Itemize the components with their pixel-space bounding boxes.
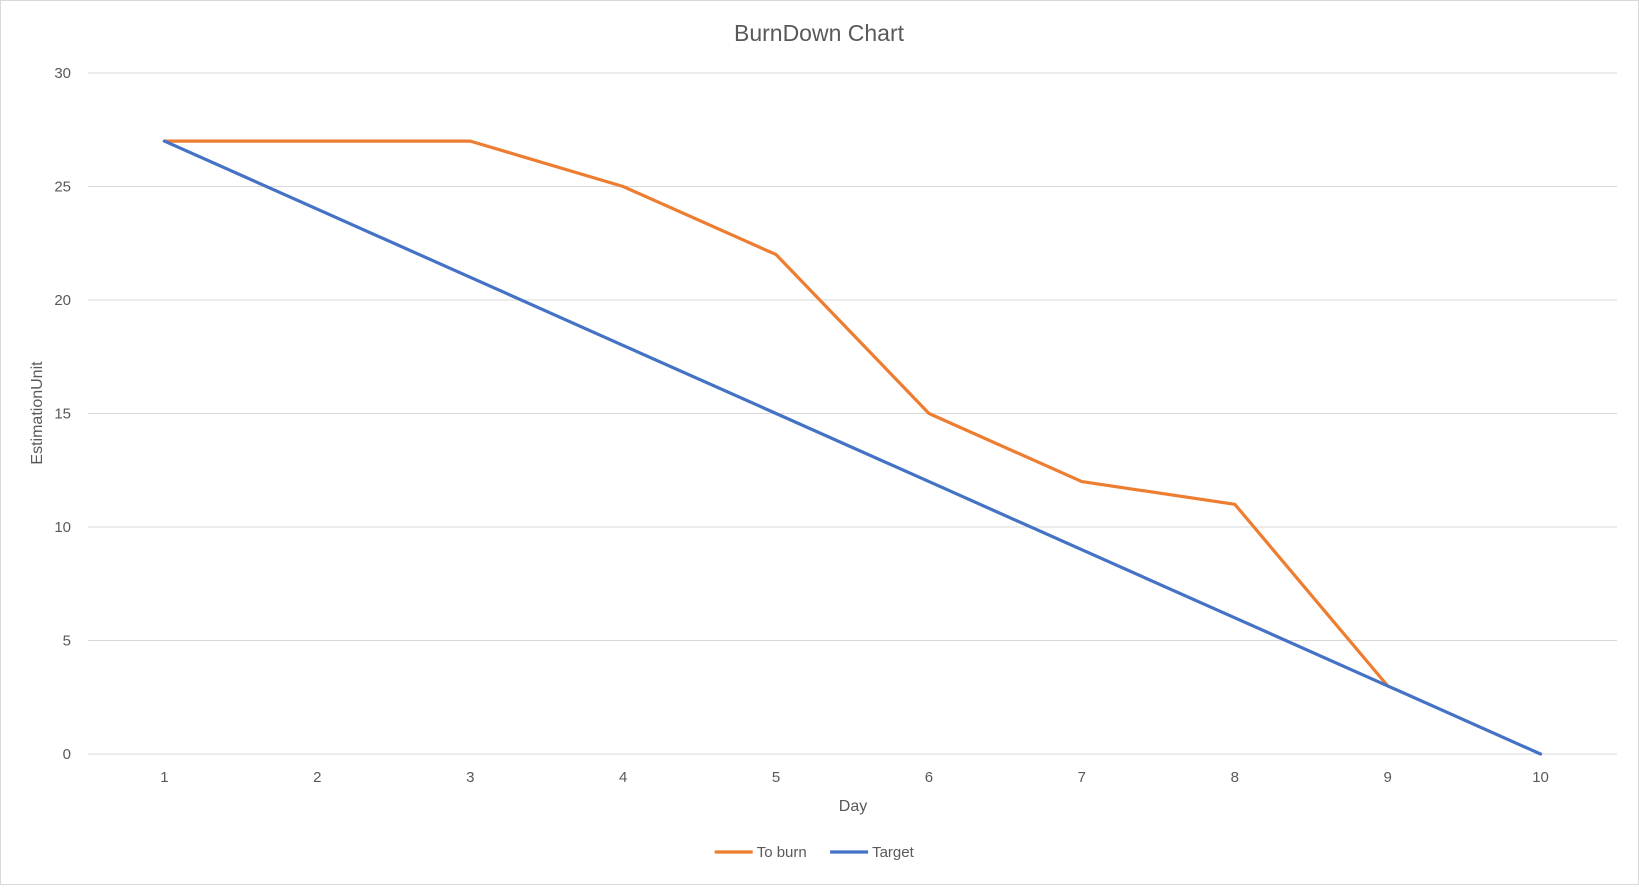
y-tick-label: 25 <box>54 179 71 196</box>
y-tick-label: 0 <box>63 746 71 763</box>
y-axis-title: EstimationUnit <box>29 361 46 465</box>
x-axis-title: Day <box>839 798 867 815</box>
x-tick-label: 9 <box>1383 769 1391 786</box>
x-tick-label: 3 <box>466 769 474 786</box>
y-tick-label: 10 <box>54 519 71 536</box>
series-line-target <box>162 139 1543 756</box>
chart-title: BurnDown Chart <box>734 20 905 46</box>
x-tick-label: 2 <box>313 769 321 786</box>
x-tick-label: 8 <box>1231 769 1239 786</box>
y-tick-label: 30 <box>54 65 71 82</box>
x-tick-label: 10 <box>1532 769 1549 786</box>
legend-item-to-burn: To burn <box>714 844 807 861</box>
x-tick-label: 1 <box>160 769 168 786</box>
legend-item-target: Target <box>830 844 915 861</box>
legend-label: Target <box>872 844 915 861</box>
x-tick-label: 7 <box>1078 769 1086 786</box>
y-tick-label: 5 <box>63 633 71 650</box>
x-tick-label: 5 <box>772 769 780 786</box>
series-lines <box>162 139 1543 756</box>
x-tick-label: 6 <box>925 769 933 786</box>
x-tick-label: 4 <box>619 769 627 786</box>
legend-label: To burn <box>757 844 807 861</box>
y-axis-ticks: 0 5 10 15 20 25 30 <box>54 65 71 763</box>
gridlines <box>88 72 1617 755</box>
y-tick-label: 20 <box>54 292 71 309</box>
series-line-to-burn <box>162 139 1390 688</box>
y-tick-label: 15 <box>54 406 71 423</box>
x-axis-ticks: 1 2 3 4 5 6 7 8 9 10 <box>160 769 1549 786</box>
legend: To burn Target <box>714 844 915 861</box>
